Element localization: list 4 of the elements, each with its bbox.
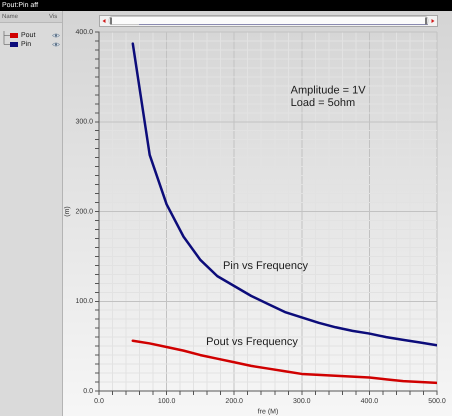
annotation: Amplitude = 1V [290,84,366,97]
annotation: Pout vs Frequency [206,336,298,348]
annotation: Pin vs Frequency [223,260,309,272]
annotation: Load = 5ohm [290,97,356,110]
